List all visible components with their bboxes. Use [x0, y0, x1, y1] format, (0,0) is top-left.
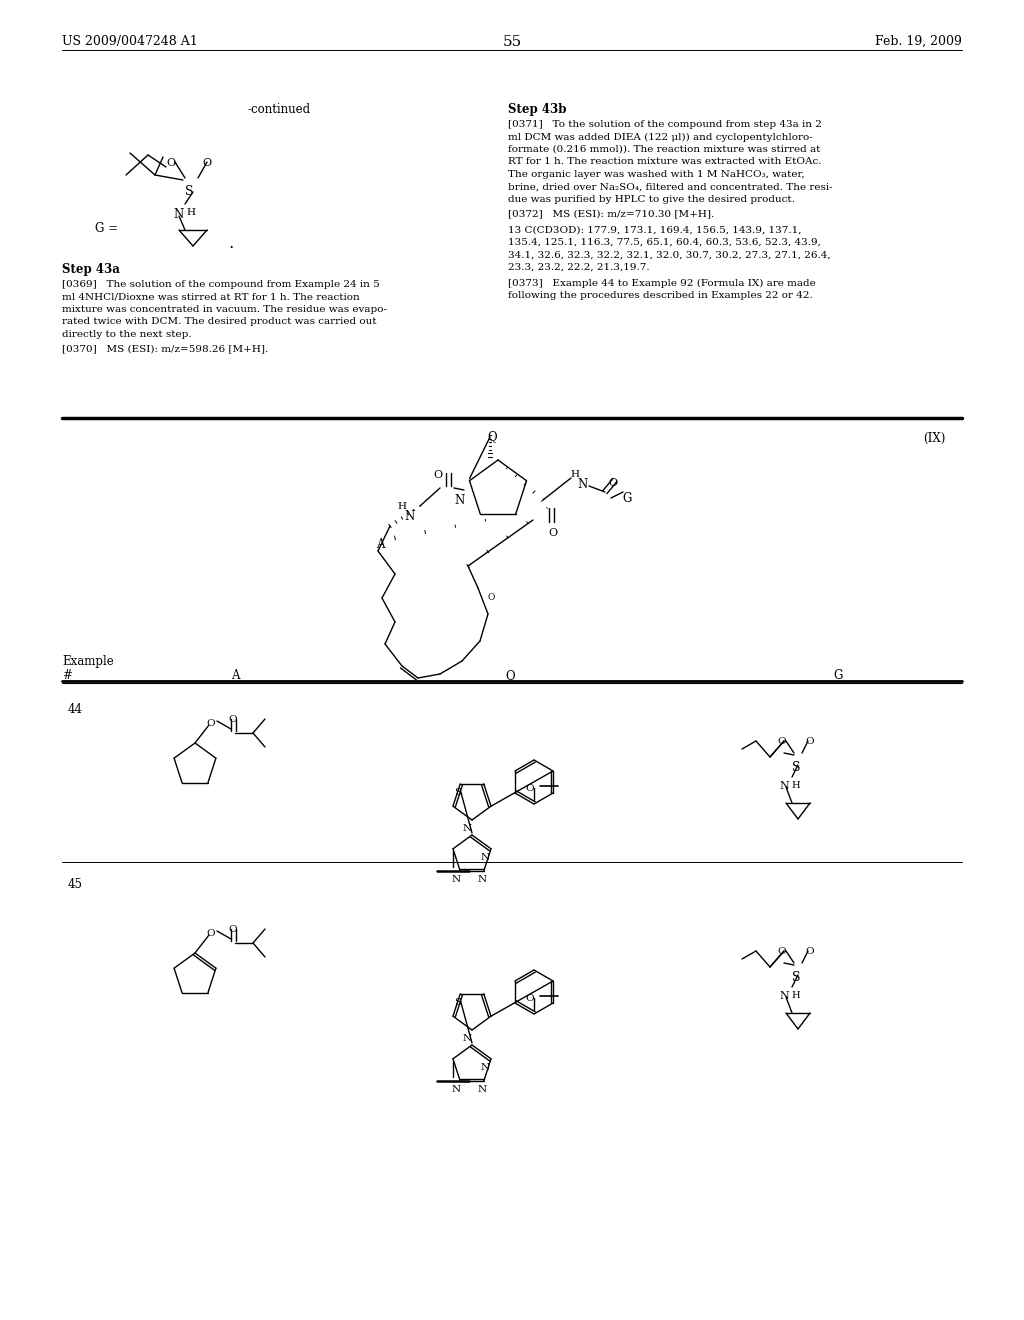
Text: N: N [452, 1085, 461, 1094]
Text: 45: 45 [68, 878, 83, 891]
Text: O: O [433, 470, 442, 480]
Text: G: G [834, 669, 843, 682]
Text: rated twice with DCM. The desired product was carried out: rated twice with DCM. The desired produc… [62, 318, 377, 326]
Text: O: O [549, 528, 557, 539]
Text: H: H [570, 470, 580, 479]
Text: directly to the next step.: directly to the next step. [62, 330, 191, 339]
Text: N: N [578, 478, 588, 491]
Text: 34.1, 32.6, 32.3, 32.2, 32.1, 32.0, 30.7, 30.2, 27.3, 27.1, 26.4,: 34.1, 32.6, 32.3, 32.2, 32.1, 32.0, 30.7… [508, 251, 830, 260]
Text: O: O [525, 784, 535, 793]
Text: O: O [777, 737, 786, 746]
Text: O: O [203, 158, 212, 168]
Text: H: H [792, 781, 801, 789]
Text: [0372]   MS (ESI): m/z=710.30 [M+H].: [0372] MS (ESI): m/z=710.30 [M+H]. [508, 210, 715, 219]
Text: following the procedures described in Examples 22 or 42.: following the procedures described in Ex… [508, 290, 813, 300]
Text: Example: Example [62, 655, 114, 668]
Text: O: O [777, 946, 786, 956]
Text: .: . [228, 235, 233, 252]
Text: [0373]   Example 44 to Example 92 (Formula IX) are made: [0373] Example 44 to Example 92 (Formula… [508, 279, 816, 288]
Text: N: N [404, 510, 415, 523]
Text: N: N [779, 781, 788, 791]
Text: Q: Q [505, 669, 515, 682]
Text: O: O [167, 158, 175, 168]
Text: O: O [487, 593, 495, 602]
Text: S: S [454, 788, 461, 797]
Text: Step 43a: Step 43a [62, 263, 120, 276]
Text: Feb. 19, 2009: Feb. 19, 2009 [876, 36, 962, 48]
Text: brine, dried over Na₂SO₄, filtered and concentrated. The resi-: brine, dried over Na₂SO₄, filtered and c… [508, 182, 833, 191]
Text: N: N [477, 1085, 486, 1094]
Text: S: S [792, 762, 800, 774]
Text: H: H [186, 209, 196, 216]
Text: mixture was concentrated in vacuum. The residue was evapo-: mixture was concentrated in vacuum. The … [62, 305, 387, 314]
Text: (IX): (IX) [923, 432, 945, 445]
Text: #: # [62, 669, 72, 682]
Text: H: H [397, 502, 407, 511]
Text: formate (0.216 mmol)). The reaction mixture was stirred at: formate (0.216 mmol)). The reaction mixt… [508, 145, 820, 154]
Text: due was purified by HPLC to give the desired product.: due was purified by HPLC to give the des… [508, 195, 795, 205]
Text: G: G [623, 492, 632, 506]
Text: A: A [376, 539, 384, 550]
Text: S: S [454, 998, 461, 1007]
Text: RT for 1 h. The reaction mixture was extracted with EtOAc.: RT for 1 h. The reaction mixture was ext… [508, 157, 821, 166]
Text: 44: 44 [68, 704, 83, 715]
Text: H: H [792, 991, 801, 1001]
Text: [0369]   The solution of the compound from Example 24 in 5: [0369] The solution of the compound from… [62, 280, 380, 289]
Text: O: O [806, 946, 814, 956]
Text: O: O [228, 715, 238, 723]
Text: O: O [207, 719, 215, 729]
Text: [0370]   MS (ESI): m/z=598.26 [M+H].: [0370] MS (ESI): m/z=598.26 [M+H]. [62, 345, 268, 354]
Text: The organic layer was washed with 1 M NaHCO₃, water,: The organic layer was washed with 1 M Na… [508, 170, 805, 180]
Text: O: O [608, 478, 617, 488]
Text: N: N [480, 1063, 489, 1072]
Text: O: O [228, 925, 238, 935]
Text: N: N [480, 853, 489, 862]
Text: -continued: -continued [248, 103, 311, 116]
Text: 23.3, 23.2, 22.2, 21.3,19.7.: 23.3, 23.2, 22.2, 21.3,19.7. [508, 263, 649, 272]
Text: S: S [792, 972, 800, 983]
Text: N: N [174, 209, 184, 220]
Text: Q: Q [487, 430, 497, 444]
Text: O: O [525, 994, 535, 1003]
Text: S: S [184, 185, 194, 198]
Text: [0371]   To the solution of the compound from step 43a in 2: [0371] To the solution of the compound f… [508, 120, 822, 129]
Text: A: A [230, 669, 240, 682]
Text: ml 4NHCl/Dioxne was stirred at RT for 1 h. The reaction: ml 4NHCl/Dioxne was stirred at RT for 1 … [62, 293, 359, 301]
Text: N: N [463, 824, 472, 833]
Text: N: N [455, 494, 465, 507]
Text: ml DCM was added DIEA (122 μl)) and cyclopentylchloro-: ml DCM was added DIEA (122 μl)) and cycl… [508, 132, 813, 141]
Text: 135.4, 125.1, 116.3, 77.5, 65.1, 60.4, 60.3, 53.6, 52.3, 43.9,: 135.4, 125.1, 116.3, 77.5, 65.1, 60.4, 6… [508, 238, 821, 247]
Text: Step 43b: Step 43b [508, 103, 566, 116]
Text: O: O [806, 737, 814, 746]
Text: O: O [207, 929, 215, 939]
Text: 55: 55 [503, 36, 521, 49]
Text: N: N [452, 875, 461, 884]
Text: N: N [463, 1034, 472, 1043]
Text: G =: G = [95, 222, 118, 235]
Text: N: N [477, 875, 486, 884]
Text: N: N [779, 991, 788, 1001]
Text: 13 C(CD3OD): 177.9, 173.1, 169.4, 156.5, 143.9, 137.1,: 13 C(CD3OD): 177.9, 173.1, 169.4, 156.5,… [508, 226, 802, 235]
Text: US 2009/0047248 A1: US 2009/0047248 A1 [62, 36, 198, 48]
